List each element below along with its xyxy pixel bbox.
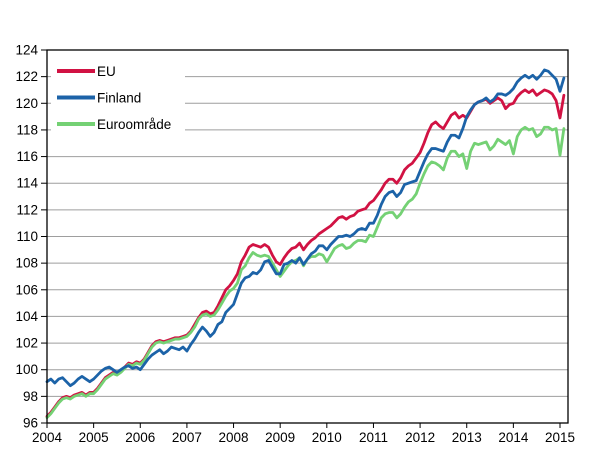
x-tick-label: 2009 [265,430,295,445]
x-tick-label: 2004 [32,430,63,445]
y-tick-label: 108 [15,256,38,271]
y-tick-label: 114 [16,176,38,191]
legend-label-finland: Finland [97,90,141,105]
y-tick-label: 116 [16,149,38,164]
legend: EU Finland Euroområde [51,57,185,137]
x-tick-label: 2014 [498,430,529,445]
y-tick-label: 122 [15,69,38,84]
y-axis-labels: 96 98 100 102 104 106 108 110 112 114 116 118 120 122… [15,43,38,431]
y-tick-label: 106 [15,282,38,297]
legend-label-eu: EU [97,64,116,79]
y-tick-label: 118 [16,122,38,137]
y-tick-label: 102 [15,336,38,351]
y-tick-label: 124 [15,43,38,58]
y-tick-label: 98 [23,389,38,404]
x-tick-label: 2007 [172,430,202,445]
x-tick-label: 2006 [125,430,155,445]
data-series [45,68,566,420]
y-tick-label: 100 [15,362,38,377]
x-axis-ticks [46,423,561,428]
x-tick-label: 2012 [405,430,435,445]
x-tick-label: 2008 [219,430,249,445]
x-tick-label: 2010 [312,430,342,445]
y-axis-ticks [41,49,47,424]
y-tick-label: 120 [15,96,38,111]
series-line-finland [45,68,566,388]
x-tick-label: 2011 [359,430,388,445]
y-tick-label: 96 [23,416,38,431]
y-tick-label: 112 [16,202,38,217]
legend-label-euroområde: Euroområde [97,117,171,132]
x-tick-label: 2005 [79,430,109,445]
y-tick-label: 110 [16,229,38,244]
x-tick-label: 2013 [452,430,482,445]
x-axis-labels: 2004 2005 2006 2007 2008 2009 2010 2011 2012 2013… [32,430,575,445]
x-tick-label: 2015 [545,430,575,445]
y-tick-label: 104 [15,309,38,324]
